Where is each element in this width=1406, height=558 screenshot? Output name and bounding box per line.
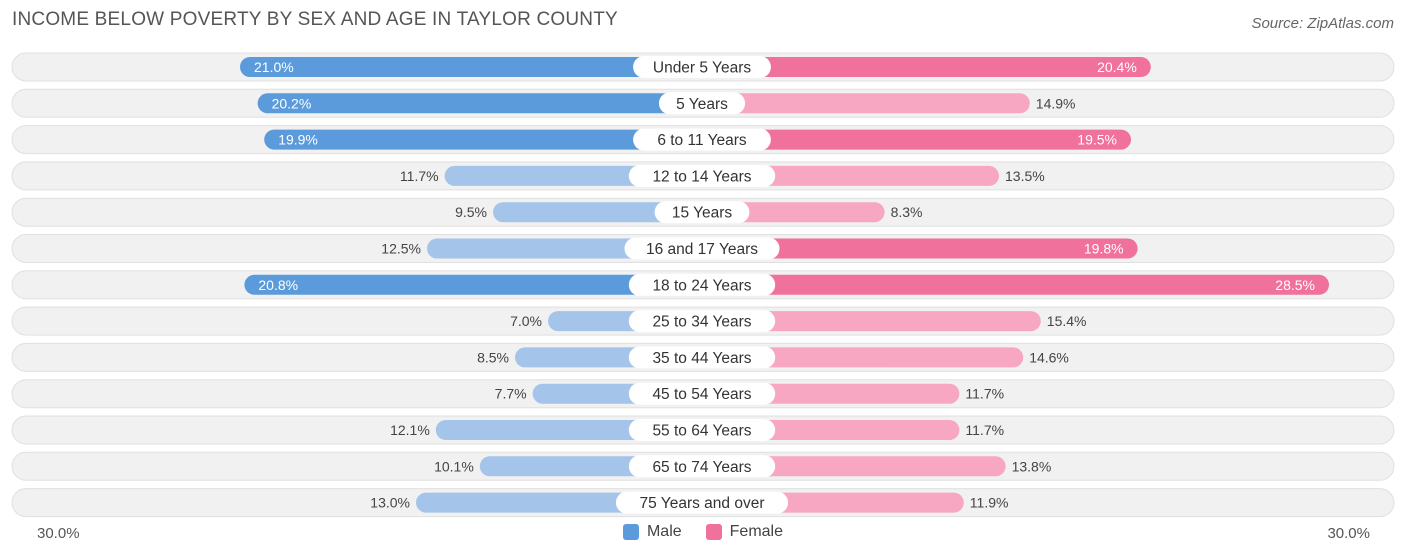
bar-female (702, 129, 1131, 150)
bar-male (244, 274, 702, 295)
value-label-male: 10.1% (434, 458, 474, 474)
axis-label-left: 30.0% (37, 525, 80, 542)
category-pill (624, 237, 780, 260)
category-label: 16 and 17 Years (646, 241, 758, 258)
chart-title: INCOME BELOW POVERTY BY SEX AND AGE IN T… (12, 9, 618, 30)
category-label: 55 to 64 Years (652, 423, 751, 440)
category-pill (628, 346, 776, 369)
value-label-female: 14.6% (1029, 349, 1069, 365)
category-label: 12 to 14 Years (652, 168, 751, 185)
value-label-male: 12.5% (381, 241, 421, 257)
value-label-female: 19.5% (1077, 132, 1117, 148)
value-label-female: 13.8% (1012, 458, 1052, 474)
value-label-male: 20.8% (258, 277, 298, 293)
category-pill (633, 128, 771, 151)
category-pill (654, 201, 750, 224)
bar-female (702, 347, 1024, 368)
bar-female (702, 311, 1041, 332)
value-label-male: 11.7% (400, 168, 439, 184)
bar-female (702, 57, 1151, 77)
category-label: 25 to 34 Years (652, 314, 751, 331)
bar-female (702, 274, 1329, 295)
category-pill (628, 273, 776, 296)
value-label-female: 13.5% (1005, 168, 1045, 184)
category-label: Under 5 Years (653, 60, 751, 77)
category-pill (628, 310, 776, 333)
bar-female (702, 165, 999, 186)
value-label-male: 7.0% (510, 313, 542, 329)
bar-male (493, 202, 702, 223)
axis-label-right: 30.0% (1327, 525, 1370, 542)
category-label: 18 to 24 Years (652, 277, 751, 294)
value-label-female: 11.9% (970, 495, 1009, 511)
category-pill (628, 455, 776, 478)
category-label: 6 to 11 Years (657, 132, 747, 149)
value-label-male: 20.2% (272, 95, 312, 111)
category-label: 75 Years and over (640, 495, 765, 512)
legend-label-female: Female (729, 523, 784, 540)
category-pill (628, 164, 776, 187)
legend: Male Female (0, 523, 1406, 541)
value-label-female: 11.7% (965, 386, 1004, 402)
legend-item-male: Male (622, 523, 682, 541)
category-pill (628, 419, 776, 441)
source-credit: Source: ZipAtlas.com (1251, 15, 1394, 32)
category-label: 15 Years (672, 205, 733, 222)
value-label-female: 8.3% (891, 204, 923, 220)
legend-item-female: Female (705, 523, 784, 541)
legend-swatch-male (622, 524, 639, 540)
bar-chart: 21.0% 20.4% Under 5 Years 20.2% 14.9% 5 Years… (11, 52, 1395, 518)
category-label: 65 to 74 Years (652, 459, 751, 476)
value-label-female: 14.9% (1036, 95, 1076, 111)
value-label-male: 7.7% (495, 386, 527, 402)
bar-male (257, 93, 702, 114)
bar-male (264, 129, 702, 150)
value-label-male: 9.5% (455, 204, 487, 220)
value-label-female: 15.4% (1047, 313, 1087, 329)
legend-label-male: Male (646, 523, 682, 540)
bar-female (702, 238, 1138, 259)
bar-male (240, 57, 702, 77)
value-label-female: 19.8% (1084, 241, 1124, 257)
value-label-female: 20.4% (1097, 59, 1137, 75)
bar-female (702, 456, 1006, 477)
category-pill (658, 92, 746, 115)
value-label-male: 19.9% (278, 132, 318, 148)
legend-swatch-female (705, 524, 722, 540)
value-label-female: 11.7% (965, 422, 1004, 438)
value-label-female: 28.5% (1275, 277, 1315, 293)
category-pill (628, 382, 776, 405)
category-label: 35 to 44 Years (652, 350, 751, 367)
category-label: 45 to 54 Years (652, 386, 751, 403)
bar-female (702, 93, 1030, 114)
category-pill (615, 491, 789, 514)
value-label-male: 12.1% (390, 422, 430, 438)
value-label-male: 8.5% (477, 349, 509, 365)
value-label-male: 21.0% (254, 59, 294, 75)
category-label: 5 Years (676, 96, 728, 113)
category-pill (633, 56, 771, 78)
value-label-male: 13.0% (370, 495, 410, 511)
